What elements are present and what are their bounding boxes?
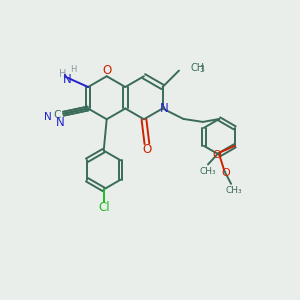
Text: CH: CH [190,63,205,73]
Text: H: H [59,69,66,79]
Text: N: N [160,102,168,115]
Text: O: O [222,168,230,178]
Text: O: O [142,142,152,156]
Text: 3: 3 [199,65,204,74]
Text: N: N [44,112,52,122]
Text: C: C [53,110,60,120]
Text: Cl: Cl [98,201,109,214]
Text: CH₃: CH₃ [199,167,216,176]
Text: N: N [56,116,64,129]
Text: O: O [213,150,221,160]
Text: H: H [70,65,76,74]
Text: O: O [102,64,111,77]
Text: CH₃: CH₃ [226,186,242,195]
Text: N: N [63,73,72,86]
